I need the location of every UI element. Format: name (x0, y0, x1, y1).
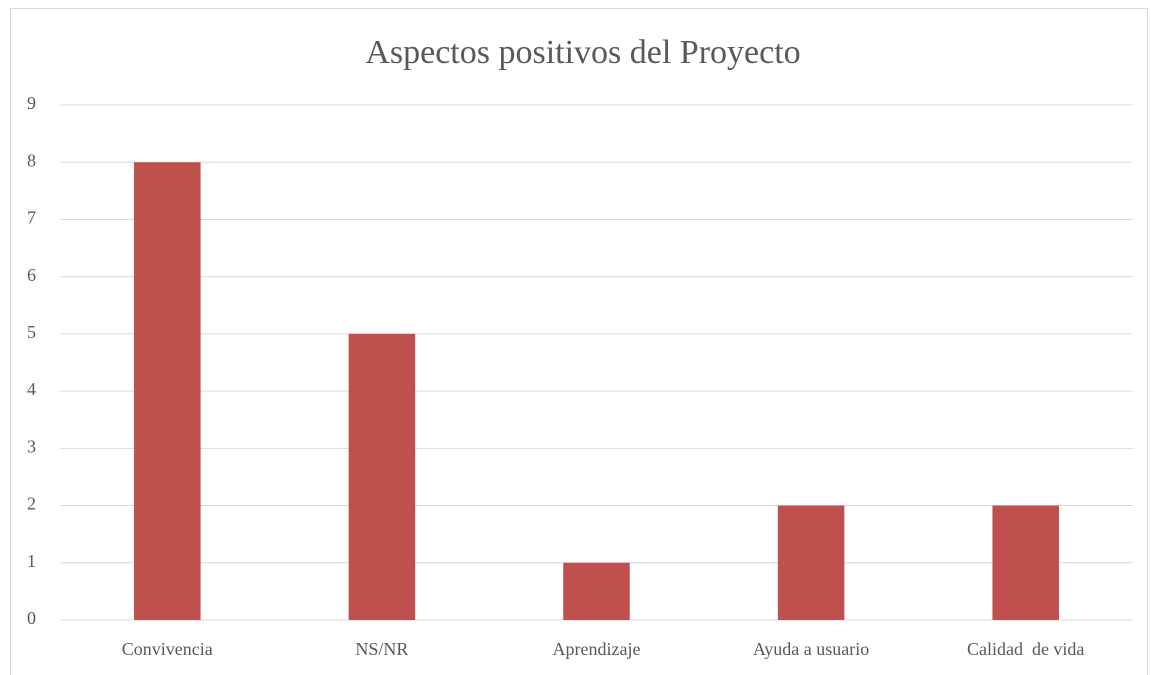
y-tick-label: 7 (27, 208, 36, 228)
bar (134, 162, 201, 620)
y-tick-label: 4 (27, 379, 36, 399)
y-tick-label: 5 (27, 322, 36, 342)
bar (992, 505, 1059, 620)
bar (563, 562, 630, 620)
y-tick-label: 0 (27, 608, 36, 628)
y-tick-label: 8 (27, 150, 36, 170)
bar (348, 333, 416, 620)
x-tick-label: Ayuda a usuario (753, 639, 869, 659)
x-tick-label: Convivencia (122, 639, 213, 659)
x-tick-label: Calidad de vida (967, 639, 1084, 659)
y-tick-label: 3 (27, 436, 36, 456)
y-tick-label: 6 (27, 265, 36, 285)
x-tick-label: Aprendizaje (553, 639, 641, 659)
y-tick-label: 2 (27, 494, 36, 514)
chart-title: Aspectos positivos del Proyecto (365, 34, 800, 71)
y-tick-label: 9 (27, 93, 36, 113)
y-tick-label: 1 (27, 551, 36, 571)
x-tick-label: NS/NR (355, 639, 408, 659)
bar (777, 505, 845, 620)
